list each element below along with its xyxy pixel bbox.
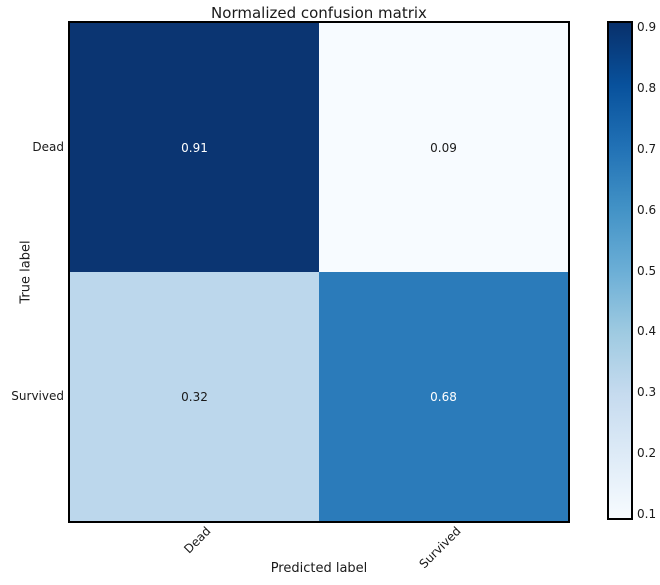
xtick-label-dead: Dead <box>181 524 214 557</box>
colorbar <box>607 21 633 520</box>
cell-survived-survived: 0.68 <box>319 272 568 521</box>
colorbar-tick: 0.6 <box>637 202 657 217</box>
colorbar-tick: 0.5 <box>637 263 657 278</box>
ytick-label-survived: Survived <box>11 389 64 403</box>
colorbar-tick: 0.2 <box>637 446 657 461</box>
colorbar-tick: 0.4 <box>637 324 657 339</box>
y-axis-label: True label <box>18 240 34 304</box>
cell-dead-survived: 0.09 <box>319 23 568 272</box>
ytick-label-dead: Dead <box>32 140 64 154</box>
colorbar-tick: 0.1 <box>637 506 657 521</box>
heatmap-grid: 0.91 0.09 0.32 0.68 <box>70 23 568 521</box>
chart-title: Normalized confusion matrix <box>211 4 427 22</box>
colorbar-tick: 0.3 <box>637 385 657 400</box>
colorbar-tick-labels: 0.9 0.8 0.7 0.6 0.5 0.4 0.3 0.2 0.1 <box>637 20 660 521</box>
colorbar-tick: 0.9 <box>637 20 657 35</box>
colorbar-tick: 0.7 <box>637 141 657 156</box>
cell-survived-dead: 0.32 <box>70 272 319 521</box>
heatmap-axes: 0.91 0.09 0.32 0.68 <box>68 21 570 523</box>
colorbar-tick: 0.8 <box>637 80 657 95</box>
x-axis-label: Predicted label <box>270 561 368 576</box>
cell-dead-dead: 0.91 <box>70 23 319 272</box>
